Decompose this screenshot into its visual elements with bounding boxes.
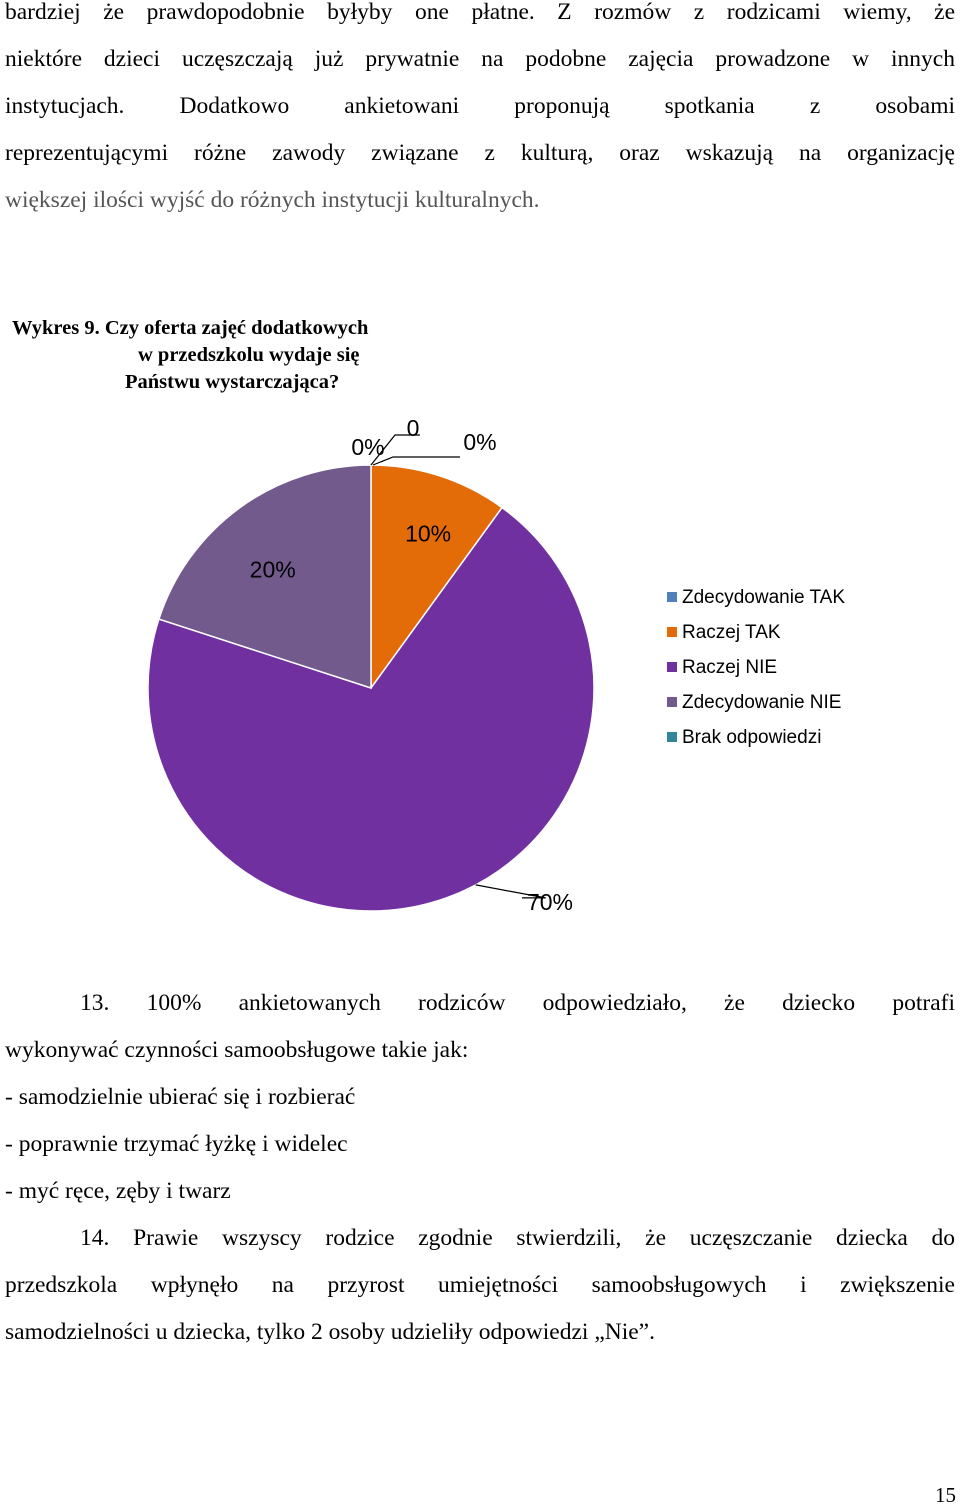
legend-item: Raczej TAK	[667, 620, 845, 655]
pie-chart: 10% 20% 70% 0% 0 0%	[147, 415, 595, 915]
text-line: - samodzielnie ubierać się i rozbierać	[5, 1084, 356, 1110]
data-label-zdecydowanie-tak: 0%	[351, 434, 384, 460]
data-label-raczej-tak: 10%	[405, 520, 451, 546]
pie-slice-1	[370, 464, 504, 691]
leader-line-raczej-nie	[475, 884, 546, 899]
text-line: bardziej że prawdopodobnie byłyby one pł…	[5, 0, 955, 25]
paragraph-points: 13. 100% ankietowanych rodziców odpowied…	[5, 980, 955, 1356]
chart-title: Wykres 9. Czy oferta zajęć dodatkowych w…	[12, 315, 368, 396]
legend-item: Brak odpowiedzi	[667, 725, 845, 760]
text-line: - myć ręce, zęby i twarz	[5, 1178, 231, 1204]
legend-label: Brak odpowiedzi	[682, 727, 822, 748]
legend-item: Zdecydowanie NIE	[667, 690, 845, 725]
legend-label: Zdecydowanie NIE	[682, 692, 842, 713]
legend-swatch	[667, 592, 677, 602]
text-line: przedszkola wpłynęło na przyrost umiejęt…	[5, 1272, 955, 1298]
pie-slice-2	[147, 506, 595, 912]
text-line: 13. 100% ankietowanych rodziców odpowied…	[80, 990, 955, 1016]
text-line: samodzielności u dziecka, tylko 2 osoby …	[5, 1319, 655, 1345]
legend-swatch	[667, 627, 677, 637]
legend-item: Raczej NIE	[667, 655, 845, 690]
text-line: instytucjach. Dodatkowo ankietowani prop…	[5, 93, 955, 119]
page-number: 15	[935, 1483, 956, 1507]
paragraph-continuation: bardziej że prawdopodobnie byłyby one pł…	[5, 0, 955, 224]
chart-title-line: w przedszkolu wydaje się	[138, 344, 360, 366]
data-label-brak-odpowiedzi: 0%	[463, 429, 496, 455]
text-line: 14. Prawie wszyscy rodzice zgodnie stwie…	[80, 1225, 955, 1251]
pie-slice-3	[157, 464, 372, 690]
legend-item: Zdecydowanie TAK	[667, 585, 845, 620]
legend-swatch	[667, 662, 677, 672]
legend-swatch	[667, 697, 677, 707]
data-label-extra: 0	[407, 415, 420, 441]
text-line: większej ilości wyjść do różnych instytu…	[5, 187, 540, 213]
chart-title-line: Państwu wystarczająca?	[125, 371, 340, 393]
leader-line-brak	[372, 456, 460, 466]
text-line: - poprawnie trzymać łyżkę i widelec	[5, 1131, 348, 1157]
leader-line-zdecydowanie-tak	[370, 434, 420, 466]
text-line: niektóre dzieci uczęszczają już prywatni…	[5, 46, 955, 72]
data-label-zdecydowanie-nie: 20%	[250, 557, 296, 583]
text-line: wykonywać czynności samoobsługowe takie …	[5, 1037, 469, 1063]
legend-swatch	[667, 732, 677, 742]
text-line: reprezentującymi różne zawody związane z…	[5, 140, 955, 166]
data-label-raczej-nie: 70%	[527, 889, 573, 915]
chart-legend: Zdecydowanie TAK Raczej TAK Raczej NIE Zdec…	[667, 585, 845, 760]
chart-title-line: Wykres 9. Czy oferta zajęć dodatkowych	[12, 317, 369, 339]
legend-label: Raczej TAK	[682, 622, 781, 643]
legend-label: Zdecydowanie TAK	[682, 587, 845, 608]
legend-label: Raczej NIE	[682, 657, 778, 678]
